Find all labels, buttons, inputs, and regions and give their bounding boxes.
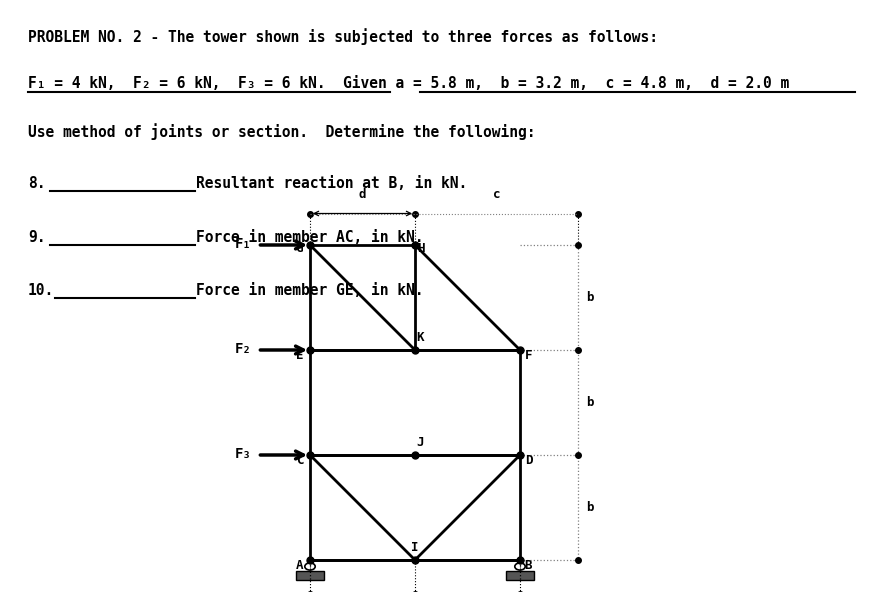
Text: Force in member GE, in kN.: Force in member GE, in kN. <box>196 283 423 298</box>
Text: J: J <box>416 436 423 449</box>
Text: F₃: F₃ <box>234 447 251 461</box>
Text: 10.: 10. <box>28 283 54 298</box>
Text: A: A <box>295 559 303 572</box>
Text: Force in member AC, in kN.: Force in member AC, in kN. <box>196 230 423 244</box>
Text: PROBLEM NO. 2 - The tower shown is subjected to three forces as follows:: PROBLEM NO. 2 - The tower shown is subje… <box>28 28 658 45</box>
Text: c: c <box>492 188 500 201</box>
Text: H: H <box>417 242 425 255</box>
Text: D: D <box>524 453 531 466</box>
Text: E: E <box>295 349 303 362</box>
Text: b: b <box>585 291 593 304</box>
Text: F₁: F₁ <box>234 237 251 251</box>
Text: b: b <box>585 501 593 514</box>
Text: 9.: 9. <box>28 230 46 244</box>
Text: 8.: 8. <box>28 176 46 191</box>
Text: B: B <box>524 559 531 572</box>
Text: I: I <box>411 541 418 554</box>
Text: b: b <box>585 396 593 409</box>
Text: F: F <box>524 349 531 362</box>
Text: d: d <box>358 188 366 201</box>
Text: K: K <box>416 331 423 344</box>
Text: Use method of joints or section.  Determine the following:: Use method of joints or section. Determi… <box>28 123 535 140</box>
Bar <box>295 571 324 580</box>
Text: G: G <box>295 242 303 255</box>
Text: F₂: F₂ <box>234 342 251 356</box>
Text: Resultant reaction at B, in kN.: Resultant reaction at B, in kN. <box>196 176 467 191</box>
Bar <box>505 571 534 580</box>
Text: C: C <box>295 453 303 466</box>
Text: F₁ = 4 kN,  F₂ = 6 kN,  F₃ = 6 kN.  Given a = 5.8 m,  b = 3.2 m,  c = 4.8 m,  d : F₁ = 4 kN, F₂ = 6 kN, F₃ = 6 kN. Given a… <box>28 76 788 91</box>
